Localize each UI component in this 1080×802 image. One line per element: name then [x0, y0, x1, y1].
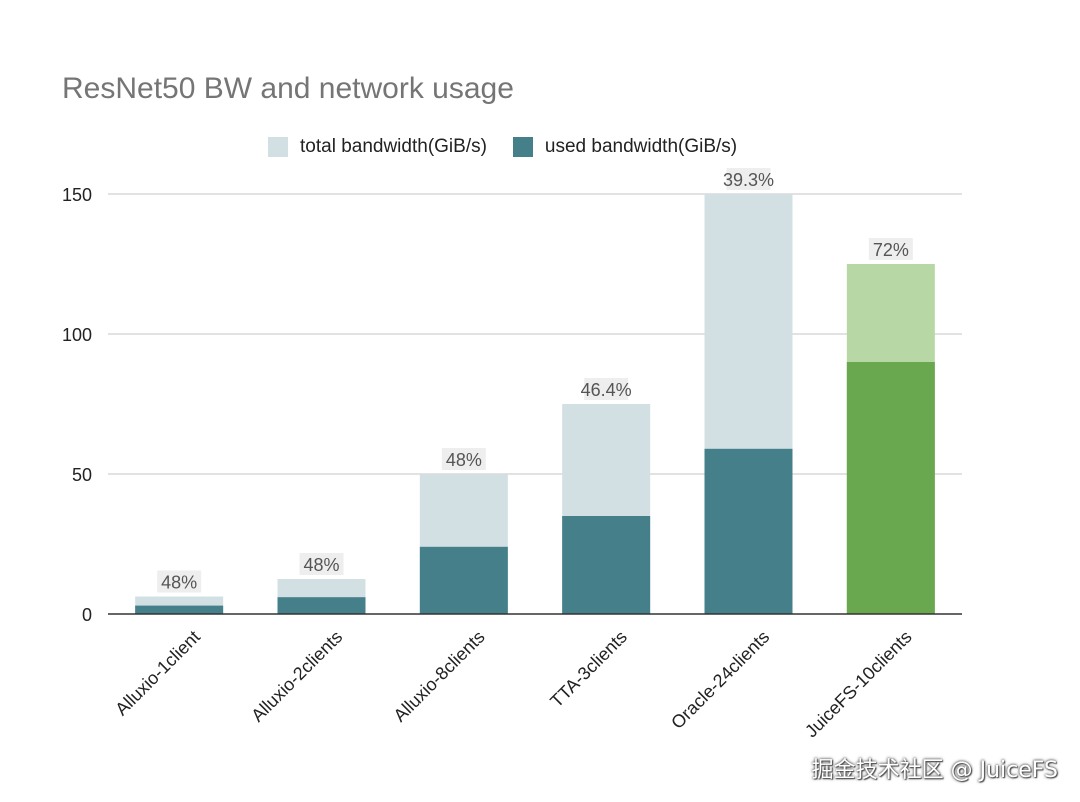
y-tick-label: 50 — [72, 465, 92, 485]
bar-used — [419, 546, 508, 614]
data-label: 46.4% — [581, 380, 632, 400]
y-tick-label: 100 — [62, 325, 92, 345]
data-label-background — [726, 168, 771, 190]
x-tick-label: Alluxio-1client — [111, 627, 204, 720]
bar-used — [277, 597, 366, 614]
data-label-background — [868, 238, 913, 260]
y-tick-label: 0 — [82, 605, 92, 625]
chart-title: ResNet50 BW and network usage — [62, 72, 514, 105]
watermark: 掘金技术社区 @ JuiceFS — [811, 758, 1058, 783]
data-label: 48% — [161, 573, 197, 593]
data-label-background — [584, 378, 629, 400]
legend-label-used: used bandwidth(GiB/s) — [544, 136, 738, 157]
data-label: 39.3% — [723, 170, 774, 190]
y-tick-label: 150 — [62, 185, 92, 205]
x-tick-label: Alluxio-2clients — [247, 627, 346, 726]
chart-legend: total bandwidth(GiB/s) used bandwidth(Gi… — [268, 134, 763, 160]
legend-label-total: total bandwidth(GiB/s) — [300, 136, 487, 157]
data-label-background — [299, 553, 344, 575]
legend-swatch-total — [268, 137, 288, 157]
legend-item-used: used bandwidth(GiB/s) — [512, 136, 738, 158]
x-tick-label: Alluxio-8clients — [390, 627, 489, 726]
legend-swatch-used — [512, 137, 533, 157]
legend-item-total: total bandwidth(GiB/s) — [268, 136, 487, 158]
data-label-background — [441, 448, 486, 470]
bar-used — [846, 362, 935, 614]
x-tick-label: TTA-3clients — [546, 627, 631, 712]
x-tick-label: Oracle-24clients — [667, 627, 773, 733]
bar-used — [562, 516, 651, 614]
bar-used — [135, 605, 224, 614]
data-label: 48% — [446, 450, 482, 470]
data-label-background — [157, 570, 202, 593]
data-label: 72% — [873, 240, 909, 260]
data-label: 48% — [303, 555, 339, 575]
x-tick-label: JuiceFS-10clients — [801, 627, 916, 742]
bar-used — [704, 448, 793, 614]
